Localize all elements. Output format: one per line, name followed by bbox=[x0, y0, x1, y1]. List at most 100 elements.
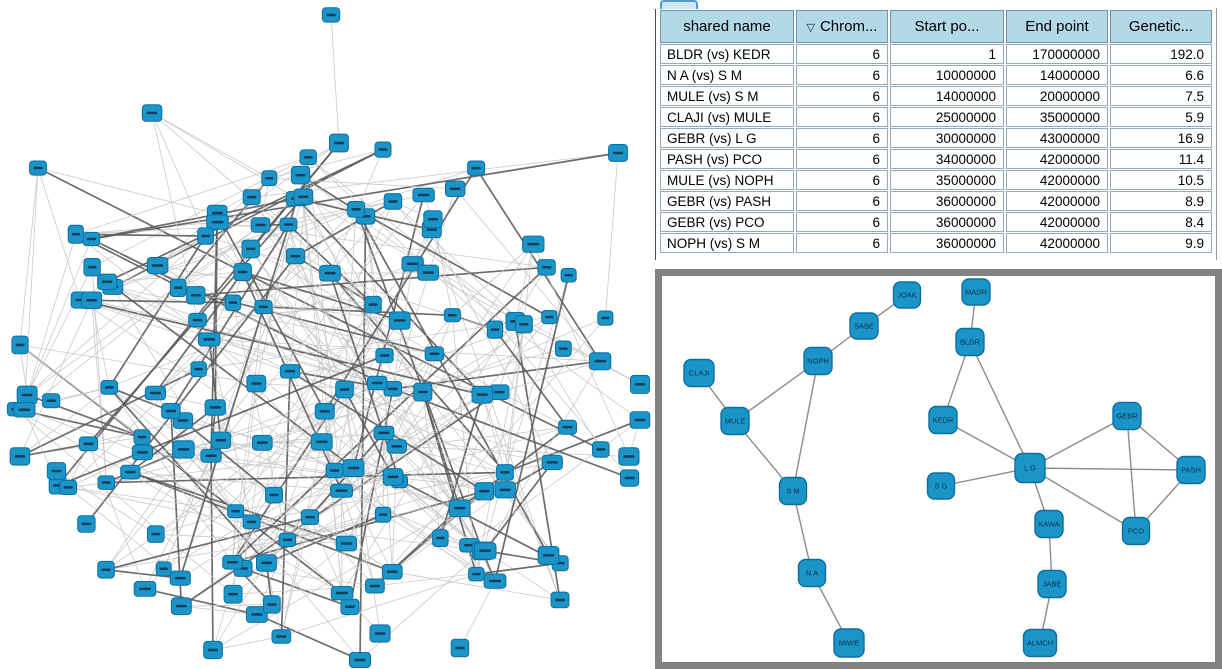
value-cell[interactable]: 6 bbox=[796, 86, 888, 106]
overview-node[interactable] bbox=[81, 291, 103, 310]
value-cell[interactable]: 6.6 bbox=[1110, 65, 1212, 85]
network-node-madr[interactable]: MADR bbox=[961, 278, 991, 306]
overview-node[interactable] bbox=[67, 224, 84, 244]
network-node-claji[interactable]: CLAJI bbox=[683, 358, 715, 388]
column-header-endpoint[interactable]: End point bbox=[1006, 10, 1108, 43]
value-cell[interactable]: 6 bbox=[796, 233, 888, 253]
overview-node[interactable] bbox=[59, 479, 78, 495]
network-edge[interactable] bbox=[1029, 415, 1128, 469]
value-cell[interactable]: 192.0 bbox=[1110, 44, 1212, 64]
value-cell[interactable]: 6 bbox=[796, 128, 888, 148]
value-cell[interactable]: 6 bbox=[796, 149, 888, 169]
filtered-network-canvas[interactable]: JOAK MADR SABE NOPH CLAJI BLDR MULE KEDR GEBR L G… bbox=[662, 276, 1215, 662]
overview-node[interactable] bbox=[597, 310, 614, 326]
value-cell[interactable]: 42000000 bbox=[1006, 233, 1108, 253]
overview-node[interactable] bbox=[541, 310, 558, 325]
overview-node[interactable] bbox=[246, 374, 267, 393]
overview-node[interactable] bbox=[9, 447, 31, 466]
overview-node[interactable] bbox=[279, 217, 298, 232]
network-node-sabe[interactable]: SABE bbox=[849, 312, 879, 340]
overview-node[interactable] bbox=[630, 374, 650, 394]
overview-node[interactable] bbox=[382, 468, 404, 486]
overview-node[interactable] bbox=[77, 515, 96, 533]
overview-node[interactable] bbox=[242, 514, 261, 530]
value-cell[interactable]: 8.4 bbox=[1110, 212, 1212, 232]
network-edge[interactable] bbox=[792, 360, 819, 492]
value-cell[interactable]: 16.9 bbox=[1110, 128, 1212, 148]
network-edge[interactable] bbox=[1029, 467, 1137, 532]
overview-node[interactable] bbox=[97, 475, 115, 490]
overview-node[interactable] bbox=[300, 509, 319, 525]
shared-name-cell[interactable]: CLAJI (vs) MULE bbox=[660, 107, 794, 127]
overview-node[interactable] bbox=[250, 217, 271, 233]
overview-node[interactable] bbox=[278, 532, 297, 548]
overview-node[interactable] bbox=[325, 462, 344, 479]
overview-node[interactable] bbox=[620, 469, 640, 487]
network-node-gebr[interactable]: GEBR bbox=[1112, 401, 1142, 431]
overview-node[interactable] bbox=[537, 259, 556, 276]
overview-node[interactable] bbox=[252, 434, 273, 451]
network-node-sg[interactable]: S G bbox=[926, 472, 956, 500]
shared-name-cell[interactable]: GEBR (vs) L G bbox=[660, 128, 794, 148]
table-row[interactable]: N A (vs) S M 6 10000000 14000000 6.6 bbox=[660, 65, 1212, 85]
overview-node[interactable] bbox=[381, 564, 403, 580]
overview-node[interactable] bbox=[169, 278, 187, 298]
table-row[interactable]: PASH (vs) PCO 6 34000000 42000000 11.4 bbox=[660, 149, 1212, 169]
network-node-kedr[interactable]: KEDR bbox=[928, 405, 958, 435]
network-node-lg[interactable]: L G bbox=[1014, 452, 1046, 484]
overview-node[interactable] bbox=[223, 584, 243, 604]
overview-node[interactable] bbox=[515, 315, 533, 334]
overview-node[interactable] bbox=[133, 429, 151, 446]
overview-node[interactable] bbox=[554, 340, 572, 357]
overview-node[interactable] bbox=[443, 308, 461, 323]
overview-node[interactable] bbox=[265, 486, 283, 504]
overview-node[interactable] bbox=[293, 188, 314, 206]
value-cell[interactable]: 14000000 bbox=[1006, 65, 1108, 85]
overview-node[interactable] bbox=[321, 7, 341, 23]
value-cell[interactable]: 1 bbox=[890, 44, 1004, 64]
value-cell[interactable]: 25000000 bbox=[890, 107, 1004, 127]
overview-node[interactable] bbox=[618, 447, 640, 466]
overview-node[interactable] bbox=[330, 586, 354, 601]
value-cell[interactable]: 35000000 bbox=[1006, 107, 1108, 127]
overview-node[interactable] bbox=[347, 201, 366, 218]
shared-name-cell[interactable]: BLDR (vs) KEDR bbox=[660, 44, 794, 64]
overview-node[interactable] bbox=[97, 273, 118, 291]
overview-node[interactable] bbox=[486, 320, 504, 339]
table-row[interactable]: BLDR (vs) KEDR 6 1 170000000 192.0 bbox=[660, 44, 1212, 64]
value-cell[interactable]: 42000000 bbox=[1006, 170, 1108, 190]
overview-node[interactable] bbox=[560, 268, 577, 283]
value-cell[interactable]: 6 bbox=[796, 212, 888, 232]
column-header-sharedname[interactable]: shared name bbox=[660, 10, 794, 43]
overview-node[interactable] bbox=[46, 462, 67, 480]
column-header-startpo[interactable]: Start po... bbox=[890, 10, 1004, 43]
value-cell[interactable]: 20000000 bbox=[1006, 86, 1108, 106]
overview-node[interactable] bbox=[261, 170, 278, 187]
overview-node[interactable] bbox=[170, 597, 192, 616]
overview-node[interactable] bbox=[330, 483, 353, 498]
overview-node[interactable] bbox=[424, 346, 445, 362]
overview-node[interactable] bbox=[13, 402, 36, 418]
overview-node[interactable] bbox=[200, 448, 222, 463]
overview-node[interactable] bbox=[271, 629, 292, 644]
overview-node[interactable] bbox=[367, 375, 388, 391]
overview-node[interactable] bbox=[471, 385, 493, 404]
overview-node[interactable] bbox=[558, 419, 577, 435]
overview-node[interactable] bbox=[299, 149, 317, 166]
network-node-na[interactable]: N A bbox=[797, 558, 827, 588]
value-cell[interactable]: 170000000 bbox=[1006, 44, 1108, 64]
overview-node[interactable] bbox=[190, 361, 207, 378]
overview-node[interactable] bbox=[233, 263, 252, 281]
table-row[interactable]: GEBR (vs) L G 6 30000000 43000000 16.9 bbox=[660, 128, 1212, 148]
overview-node[interactable] bbox=[169, 570, 191, 586]
overview-node[interactable] bbox=[197, 227, 214, 245]
overview-node[interactable] bbox=[204, 399, 226, 416]
network-node-sm[interactable]: S M bbox=[778, 476, 808, 506]
overview-node[interactable] bbox=[364, 295, 382, 314]
overview-node[interactable] bbox=[29, 160, 47, 176]
overview-node[interactable] bbox=[335, 535, 358, 552]
overview-node[interactable] bbox=[541, 454, 563, 471]
overview-node[interactable] bbox=[210, 431, 232, 449]
overview-node[interactable] bbox=[314, 403, 335, 420]
shared-name-cell[interactable]: MULE (vs) NOPH bbox=[660, 170, 794, 190]
